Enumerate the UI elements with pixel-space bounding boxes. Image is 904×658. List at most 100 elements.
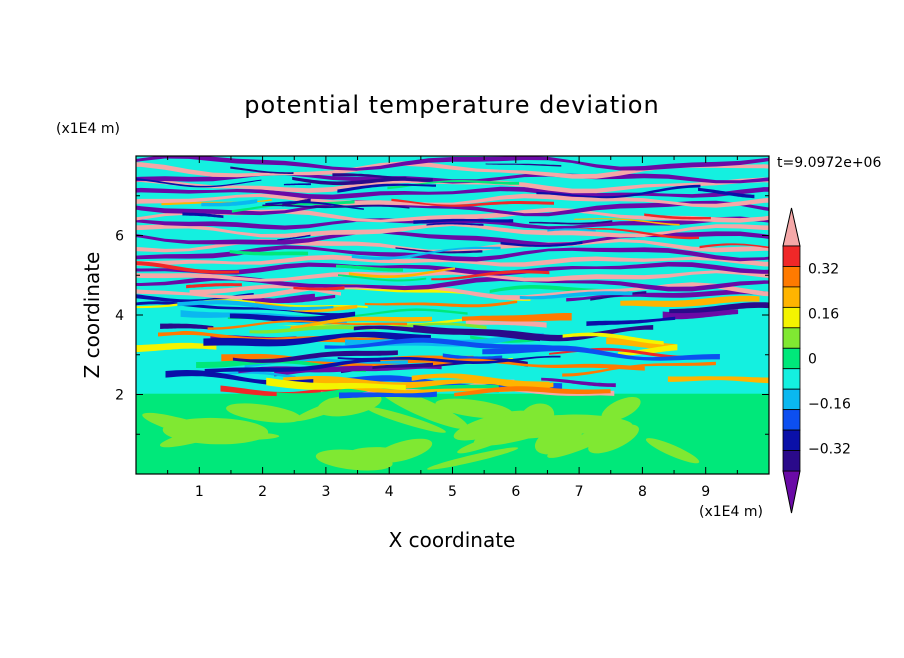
lower-patch xyxy=(435,398,513,419)
upper-filament xyxy=(262,204,410,209)
mid-band xyxy=(207,320,408,330)
mid-band xyxy=(337,355,561,364)
mid-band xyxy=(177,300,334,311)
upper-filament xyxy=(230,166,294,174)
upper-filament xyxy=(699,243,769,249)
upper-filament xyxy=(161,199,272,206)
time-label: t=9.0972e+06 xyxy=(777,155,881,171)
upper-filament xyxy=(338,274,427,282)
upper-stripe xyxy=(136,223,769,238)
x-tick-label: 5 xyxy=(448,484,457,500)
mid-band xyxy=(669,302,769,314)
mid-band xyxy=(562,332,664,345)
x-tick-label: 9 xyxy=(701,484,710,500)
mid-band xyxy=(562,361,716,377)
mid-band xyxy=(283,376,505,389)
y-axis-label: Z coordinate xyxy=(80,252,104,379)
upper-stripe xyxy=(136,161,769,179)
mid-band xyxy=(232,350,398,363)
x-tick-label: 8 xyxy=(638,484,647,500)
colorbar-segment xyxy=(782,388,801,411)
mid-band xyxy=(220,385,357,397)
lower-patch xyxy=(378,386,469,430)
y-tick-label: 6 xyxy=(115,229,124,245)
upper-filament xyxy=(229,250,309,256)
upper-stripe xyxy=(136,177,769,194)
mid-band xyxy=(482,345,720,361)
mid-band xyxy=(442,353,503,360)
mid-band xyxy=(290,316,432,330)
upper-filament xyxy=(574,218,680,226)
upper-stripe xyxy=(136,282,769,300)
mid-band xyxy=(413,325,654,342)
upper-filament xyxy=(644,213,711,220)
upper-filament xyxy=(485,163,562,167)
colorbar-segment xyxy=(782,286,801,308)
upper-filament xyxy=(332,173,433,182)
colorbar-segment xyxy=(782,450,801,472)
colorbar-lower-extension xyxy=(782,470,801,514)
mid-band xyxy=(220,371,296,379)
mid-band xyxy=(204,358,381,373)
upper-filament xyxy=(182,212,224,219)
x-tick-label: 3 xyxy=(321,484,330,500)
upper-stripe xyxy=(136,156,769,171)
upper-filament xyxy=(529,220,613,225)
upper-filament xyxy=(136,178,262,188)
mid-band xyxy=(158,330,407,343)
upper-filament xyxy=(572,228,699,240)
lower-patch xyxy=(317,391,382,417)
mid-band xyxy=(353,325,540,342)
y-tick-label: 2 xyxy=(115,388,124,404)
upper-filament xyxy=(351,246,501,260)
colorbar-tick-label: 0 xyxy=(808,352,817,368)
mid-band xyxy=(364,300,518,308)
mid-band xyxy=(667,376,769,384)
upper-filament xyxy=(277,234,311,241)
lower-patch xyxy=(588,424,639,454)
colorbar-segment xyxy=(782,245,801,267)
mid-band xyxy=(662,309,739,320)
mid-band xyxy=(566,289,769,302)
colorbar-tick-label: 0.32 xyxy=(808,262,839,278)
mid-band xyxy=(196,358,366,372)
lower-patch xyxy=(645,438,700,464)
upper-stripe xyxy=(136,200,769,217)
x-unit-label: (x1E4 m) xyxy=(699,504,763,520)
upper-filament xyxy=(283,183,311,186)
colorbar-upper-extension xyxy=(782,207,801,247)
upper-filament xyxy=(186,283,242,289)
mid-band xyxy=(541,377,616,388)
upper-filament xyxy=(426,222,484,226)
lower-patch xyxy=(601,396,641,422)
mid-band xyxy=(324,337,576,351)
upper-filament xyxy=(336,264,403,272)
lower-patch xyxy=(532,414,633,434)
colorbar-tick-label: −0.32 xyxy=(808,442,851,458)
upper-filament xyxy=(500,241,583,247)
upper-filament xyxy=(431,270,550,281)
upper-filament xyxy=(348,267,455,279)
mid-band xyxy=(229,311,356,323)
mid-band xyxy=(339,391,437,399)
upper-filament xyxy=(337,183,436,193)
lower-patch xyxy=(226,403,301,423)
mid-band xyxy=(266,377,406,391)
upper-stripe xyxy=(136,245,769,262)
y-tick-label: 4 xyxy=(115,308,124,324)
upper-filament xyxy=(136,261,239,274)
x-tick-label: 1 xyxy=(195,484,204,500)
upper-filament xyxy=(519,291,633,300)
lower-patch xyxy=(366,406,446,433)
upper-filament xyxy=(293,286,345,291)
colorbar-segment xyxy=(782,368,801,390)
upper-stripe xyxy=(136,270,769,282)
x-tick-label: 7 xyxy=(575,484,584,500)
mid-band xyxy=(454,386,611,397)
colorbar-segment xyxy=(782,429,801,451)
mid-band xyxy=(255,301,358,313)
upper-filament xyxy=(413,218,514,224)
mid-band xyxy=(136,342,217,353)
mid-band xyxy=(620,295,760,307)
